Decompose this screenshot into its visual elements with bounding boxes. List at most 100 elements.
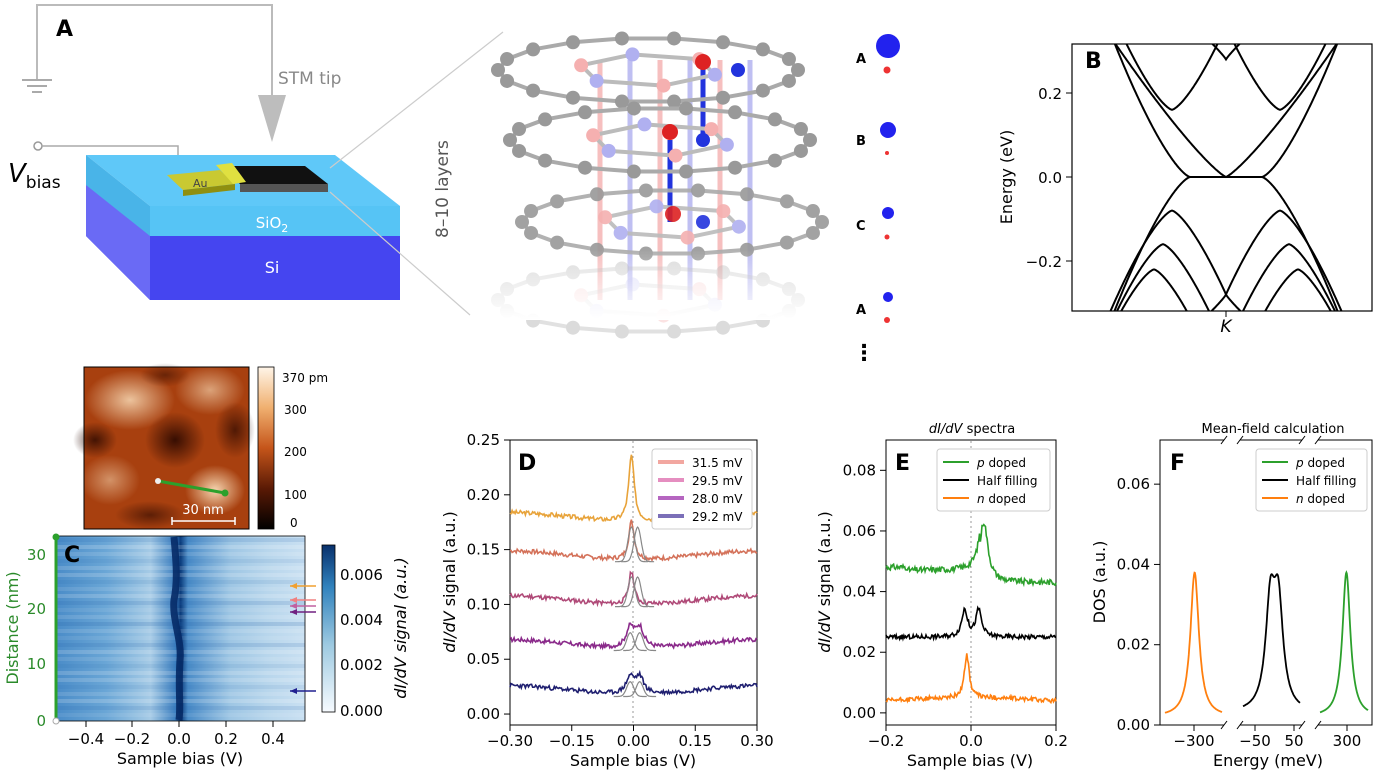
carbon-atom	[566, 90, 580, 105]
f-legend-label: Half filling	[1296, 474, 1357, 488]
e-spectrum-line	[885, 523, 1057, 588]
atom-a-small	[883, 66, 891, 74]
carbon-atom	[728, 105, 742, 120]
e-legend-label: Half filling	[977, 474, 1038, 488]
f-ytick: 0.06	[1117, 475, 1150, 493]
si-label: Si	[265, 258, 280, 277]
f-ytick: 0.00	[1117, 716, 1150, 734]
c-cbar-tick: 0.006	[340, 566, 383, 584]
d-ytick: 0.20	[467, 486, 500, 504]
carbon-atom	[524, 204, 539, 219]
highlight-atom-red	[665, 206, 681, 222]
e-title: dI/dV spectra	[929, 422, 1015, 437]
carbon-atom	[614, 94, 629, 109]
sio2-label: SiO2	[256, 214, 289, 235]
carbon-atom	[728, 160, 742, 175]
carbon-atom	[704, 122, 719, 137]
carbon-bond	[596, 188, 647, 197]
f-xtick: −300	[1173, 732, 1214, 750]
carbon-atom	[538, 112, 553, 127]
carbon-bond	[580, 52, 633, 68]
carbon-atom	[691, 183, 706, 198]
panel-c-label: C	[64, 543, 80, 568]
graphite-flake	[218, 166, 328, 184]
sio2-side	[86, 155, 150, 236]
carbon-atom	[626, 101, 641, 116]
c-ytick: 20	[27, 600, 46, 618]
stm-tip-label: STM tip	[278, 69, 341, 89]
carbon-atom	[649, 199, 664, 214]
c-xtick: 0.4	[261, 730, 285, 748]
e-ytick: 0.00	[843, 704, 876, 722]
d-legend-items: 31.5 mV 29.5 mV 28.0 mV 29.2 mV	[658, 456, 743, 524]
circuit-wire	[36, 4, 273, 95]
carbon-bond	[584, 106, 635, 115]
carbon-atom	[550, 235, 565, 250]
d-xtick: 0.15	[679, 732, 712, 750]
energy-band	[1115, 243, 1337, 311]
distance-axis-end	[52, 533, 60, 541]
map-streak	[56, 594, 305, 598]
carbon-atom	[638, 183, 653, 198]
e-ytick: 0.02	[843, 643, 876, 661]
c-cbar-tick: 0.002	[340, 656, 383, 674]
carbon-bond	[685, 106, 736, 115]
carbon-atom	[578, 105, 592, 120]
map-streak	[56, 566, 305, 570]
linecut-start	[155, 478, 161, 484]
carbon-atom	[626, 164, 641, 179]
c-cbar-label: dI/dV signal (a.u.)	[391, 557, 410, 698]
carbon-atom	[679, 101, 694, 116]
carbon-bond	[697, 188, 748, 197]
e-spectrum-line	[885, 653, 1057, 705]
zoom-line-bottom	[329, 191, 471, 316]
c-cbar-tick: 0.000	[340, 702, 383, 720]
e-ytick: 0.08	[843, 461, 876, 479]
d-fit-peak	[613, 681, 647, 698]
carbon-atom	[716, 35, 730, 50]
c-ytick: 10	[27, 655, 46, 673]
carbon-atom	[767, 112, 782, 127]
carbon-atom	[524, 225, 539, 240]
highlight-atom-red	[695, 54, 711, 70]
d-ytick: 0.10	[467, 595, 500, 613]
map-streak	[56, 559, 305, 563]
energy-band	[1211, 44, 1241, 62]
f-ylabel: DOS (a.u.)	[1090, 541, 1109, 624]
au-contact-strip	[216, 163, 246, 184]
b-ylabel: Energy (eV)	[997, 130, 1016, 224]
panel-b: B 0.2 0.0 −0.2 Energy (eV) K	[997, 43, 1373, 337]
carbon-atom	[815, 215, 829, 229]
f-axis-break	[1302, 721, 1318, 729]
panel-e-label: E	[895, 451, 910, 476]
band-structure	[1109, 44, 1343, 311]
d-fit-peak	[623, 681, 657, 698]
carbon-bond	[644, 122, 712, 132]
map-streak	[56, 552, 305, 556]
d-legend-label: 29.2 mV	[692, 510, 743, 524]
atom-c-large	[882, 207, 894, 219]
f-axis-break	[1224, 721, 1240, 729]
ground-icon	[22, 79, 52, 93]
e-legend-label: n doped	[977, 492, 1026, 506]
panel-a-label: A	[56, 17, 73, 42]
crystal-fade	[490, 250, 840, 320]
d-xtick: −0.15	[549, 732, 595, 750]
f-axis-break	[1224, 436, 1240, 444]
au-contact	[167, 170, 235, 190]
carbon-atom	[707, 67, 722, 82]
f-legend-items: p doped Half filling n doped	[1262, 456, 1357, 506]
sio2-layer	[150, 206, 400, 236]
stack-label-c: C	[856, 219, 866, 234]
panel-f: Mean-field calculation F 0.060.040.020.0…	[1090, 422, 1373, 770]
e-yticks: 0.08 0.06 0.04 0.02 0.00	[843, 461, 886, 722]
carbon-atom	[791, 63, 805, 77]
c-ylabel: Distance (nm)	[3, 571, 22, 684]
atom-b-small	[885, 151, 889, 155]
e-xtick: −0.2	[868, 732, 904, 750]
stm-tip-icon	[258, 95, 286, 142]
panel-e: dI/dV spectra E 0.08 0.06 0.04 0.02 0.00 −0.…	[815, 422, 1068, 770]
carbon-atom	[589, 73, 604, 88]
graphite-crystal-structure	[490, 31, 840, 339]
carbon-atom	[716, 320, 730, 335]
